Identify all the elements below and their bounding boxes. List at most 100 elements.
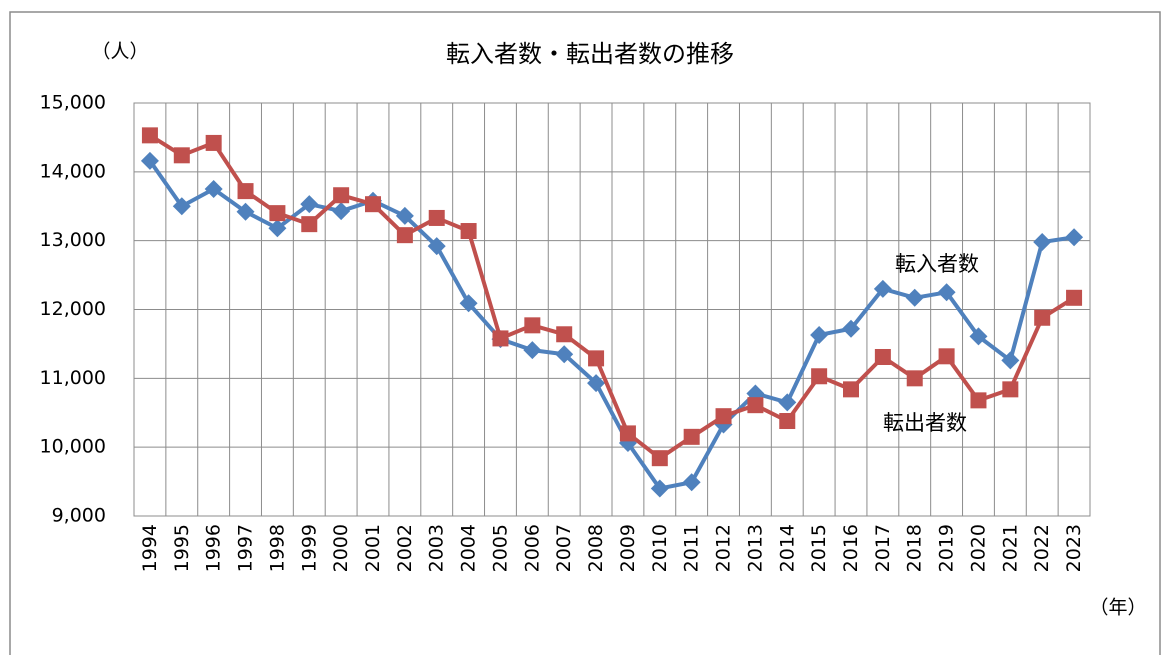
x-tick-label: 2022 bbox=[1031, 524, 1053, 572]
x-tick-label: 2015 bbox=[808, 524, 830, 572]
marker bbox=[587, 374, 606, 393]
x-tick-label: 2020 bbox=[967, 524, 989, 572]
marker bbox=[428, 209, 445, 226]
marker bbox=[811, 368, 828, 385]
marker bbox=[300, 195, 319, 214]
marker bbox=[1001, 351, 1020, 370]
marker bbox=[237, 183, 254, 200]
x-tick-label: 2019 bbox=[936, 524, 958, 572]
marker bbox=[269, 205, 286, 222]
marker bbox=[427, 237, 446, 256]
x-tick-label: 2013 bbox=[744, 524, 766, 572]
x-tick-label: 2001 bbox=[362, 524, 384, 572]
x-tick-label: 2023 bbox=[1063, 524, 1085, 572]
x-axis-label: （年） bbox=[1089, 597, 1146, 619]
marker bbox=[873, 279, 892, 298]
y-tick-label: 13,000 bbox=[40, 229, 106, 251]
marker bbox=[715, 408, 732, 425]
marker bbox=[588, 350, 605, 367]
x-tick-label: 2004 bbox=[458, 524, 480, 572]
marker bbox=[843, 381, 859, 398]
plot-border bbox=[133, 102, 1091, 517]
x-tick-label: 2005 bbox=[489, 524, 511, 572]
marker bbox=[205, 134, 222, 151]
marker bbox=[619, 425, 636, 442]
y-tick-label: 14,000 bbox=[40, 160, 106, 182]
x-tick-label: 1998 bbox=[266, 524, 288, 572]
x-tick-label: 1999 bbox=[298, 524, 320, 572]
y-tick-label: 12,000 bbox=[40, 298, 106, 320]
marker bbox=[460, 223, 477, 240]
marker bbox=[810, 325, 829, 344]
marker bbox=[555, 345, 574, 364]
marker bbox=[651, 450, 668, 467]
marker bbox=[682, 473, 701, 492]
x-tick-label: 2011 bbox=[681, 524, 703, 572]
marker bbox=[906, 370, 923, 387]
y-tick-label: 10,000 bbox=[40, 436, 106, 458]
marker bbox=[333, 187, 350, 204]
marker bbox=[524, 317, 541, 334]
marker bbox=[556, 326, 573, 343]
marker bbox=[683, 428, 700, 445]
x-tick-label: 2007 bbox=[553, 524, 575, 572]
marker bbox=[842, 319, 860, 338]
marker bbox=[1034, 309, 1051, 326]
marker bbox=[523, 341, 542, 360]
chart-title: 転入者数・転出者数の推移 bbox=[446, 40, 734, 68]
series-label: 転入者数 bbox=[895, 252, 979, 276]
marker bbox=[332, 202, 351, 221]
y-tick-label: 15,000 bbox=[40, 92, 106, 114]
marker bbox=[141, 127, 158, 144]
y-tick-label: 11,000 bbox=[40, 367, 106, 389]
x-tick-label: 2012 bbox=[713, 524, 735, 572]
x-tick-label: 2010 bbox=[649, 524, 671, 572]
marker bbox=[236, 202, 255, 221]
marker bbox=[459, 294, 478, 313]
x-tick-label: 2009 bbox=[617, 524, 639, 572]
x-tick-label: 2008 bbox=[585, 524, 607, 572]
x-tick-label: 2014 bbox=[776, 524, 798, 572]
x-tick-label: 1996 bbox=[203, 524, 225, 572]
marker bbox=[301, 216, 318, 233]
marker bbox=[970, 392, 987, 409]
marker bbox=[1065, 228, 1084, 247]
marker bbox=[779, 413, 796, 430]
series-label: 転出者数 bbox=[883, 411, 967, 435]
x-tick-label: 2018 bbox=[904, 524, 926, 572]
marker bbox=[365, 196, 381, 213]
marker bbox=[1066, 289, 1083, 306]
marker bbox=[937, 283, 956, 302]
marker bbox=[396, 227, 413, 244]
x-tick-label: 2021 bbox=[999, 524, 1021, 572]
marker bbox=[492, 330, 509, 347]
x-tick-label: 2003 bbox=[426, 524, 448, 572]
x-tick-label: 1994 bbox=[139, 524, 161, 572]
marker bbox=[778, 393, 797, 412]
x-tick-label: 2002 bbox=[394, 524, 416, 572]
marker bbox=[747, 397, 764, 414]
marker bbox=[969, 327, 988, 346]
y-axis-label: （人） bbox=[91, 41, 148, 63]
marker bbox=[1033, 233, 1052, 252]
x-tick-label: 2006 bbox=[521, 524, 543, 572]
marker bbox=[874, 348, 891, 365]
marker bbox=[1002, 381, 1019, 398]
marker bbox=[905, 288, 924, 307]
marker bbox=[173, 147, 190, 164]
y-tick-label: 9,000 bbox=[52, 505, 106, 527]
marker bbox=[204, 180, 223, 199]
chart-frame bbox=[9, 11, 1161, 655]
x-tick-label: 1997 bbox=[235, 524, 257, 572]
x-tick-label: 1995 bbox=[171, 524, 193, 572]
marker bbox=[172, 197, 191, 216]
x-tick-label: 2017 bbox=[872, 524, 894, 572]
x-tick-label: 2016 bbox=[840, 524, 862, 572]
x-tick-label: 2000 bbox=[330, 524, 352, 572]
marker bbox=[140, 151, 159, 170]
marker bbox=[938, 348, 955, 365]
marker bbox=[395, 206, 414, 225]
marker bbox=[650, 479, 669, 498]
marker bbox=[268, 219, 287, 238]
